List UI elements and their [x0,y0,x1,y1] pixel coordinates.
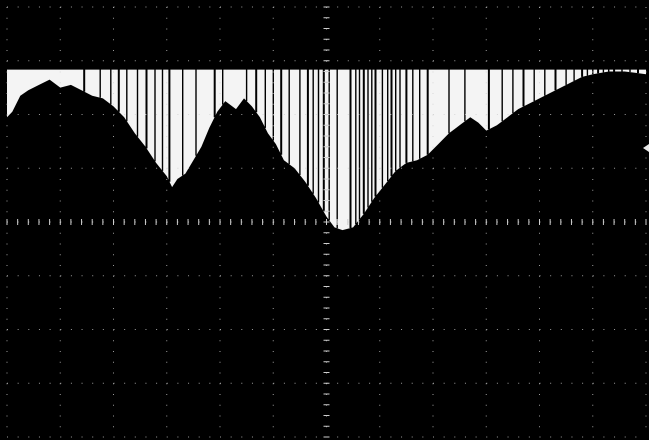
dropout-layer [83,68,639,229]
trace-layer [7,68,646,231]
graticule [6,6,647,438]
signal-trace-fill [7,68,646,231]
trigger-marker-icon [643,144,649,152]
